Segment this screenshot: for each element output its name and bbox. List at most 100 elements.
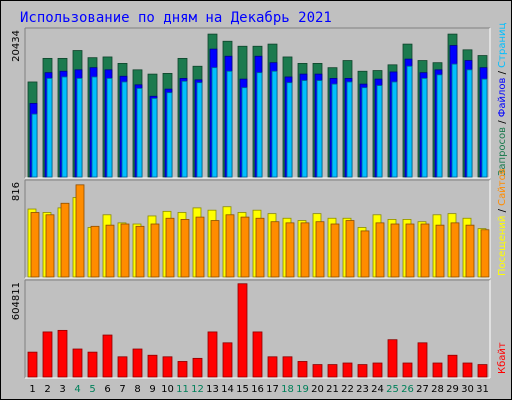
bar-kbytes-1-day-13: [207, 331, 218, 378]
x-tick-label: 3: [59, 384, 65, 395]
bar-visits-sites-2-day-23: [360, 230, 370, 278]
bar-hits-files-pages-3-day-16: [256, 72, 263, 178]
bar-hits-files-pages-3-day-23: [361, 87, 368, 178]
x-tick-label: 6: [104, 384, 110, 395]
x-tick-label: 9: [149, 384, 155, 395]
bar-kbytes-1-day-6: [102, 334, 113, 378]
panel-kbytes: 604811: [11, 279, 491, 379]
bar-kbytes-1-day-14: [222, 342, 233, 378]
side-legend-part: /: [497, 68, 508, 78]
x-tick-label: 5: [89, 384, 95, 395]
bar-visits-sites-2-day-29: [450, 222, 460, 278]
bar-hits-files-pages-3-day-12: [196, 82, 203, 178]
bar-kbytes-1-day-15: [237, 283, 248, 378]
bar-hits-files-pages-3-day-19: [301, 80, 308, 178]
panel-hits-files-pages: 20434: [11, 27, 491, 179]
bar-kbytes-1-day-26: [402, 362, 413, 378]
bar-visits-sites-2-day-26: [405, 223, 415, 278]
bar-visits-sites-2-day-27: [420, 223, 430, 278]
bar-hits-files-pages-3-day-7: [121, 81, 128, 178]
bar-visits-sites-2-day-20: [315, 221, 325, 278]
bar-kbytes-1-day-17: [267, 356, 278, 378]
bar-kbytes-1-day-3: [57, 329, 68, 378]
legend-visits-sites: Посещений / Сайтов: [497, 168, 508, 276]
x-tick-label: 26: [401, 384, 414, 395]
x-tick-label: 2: [44, 384, 50, 395]
bar-visits-sites-2-day-19: [300, 222, 310, 278]
x-tick-label: 23: [356, 384, 369, 395]
legend-kbytes: Кбайт: [497, 342, 508, 374]
bar-visits-sites-2-day-17: [270, 221, 280, 278]
bar-visits-sites-2-day-11: [180, 218, 190, 278]
bar-hits-files-pages-3-day-28: [436, 74, 443, 178]
bar-hits-files-pages-3-day-9: [151, 98, 158, 178]
bar-visits-sites-2-day-24: [375, 222, 385, 278]
x-tick-label: 16: [251, 384, 264, 395]
side-legend-part: Сайтов: [497, 168, 508, 206]
chart-title: Использование по дням на Декабрь 2021: [20, 10, 332, 26]
x-tick-label: 22: [341, 384, 354, 395]
bar-visits-sites-2-day-1: [30, 212, 40, 278]
ymax-label-visits-sites: 816: [11, 182, 22, 201]
x-tick-label: 4: [74, 384, 80, 395]
bar-visits-sites-2-day-3: [60, 202, 70, 278]
x-tick-label: 8: [134, 384, 140, 395]
bar-visits-sites-2-day-12: [195, 216, 205, 278]
bar-kbytes-1-day-21: [327, 364, 338, 378]
bar-visits-sites-2-day-5: [90, 225, 100, 278]
x-tick-label: 11: [176, 384, 189, 395]
bar-hits-files-pages-3-day-14: [226, 70, 233, 178]
bar-kbytes-1-day-12: [192, 357, 203, 378]
x-tick-label: 18: [281, 384, 294, 395]
legend-hits-files-pages: Запросов / Файлов / Страниц: [497, 23, 508, 176]
bar-kbytes-1-day-29: [447, 354, 458, 378]
side-legend-part: Кбайт: [497, 342, 508, 374]
x-tick-label: 7: [119, 384, 125, 395]
x-tick-label: 1: [29, 384, 35, 395]
side-legend-part: Запросов: [497, 127, 508, 176]
bar-kbytes-1-day-7: [117, 356, 128, 378]
x-tick-label: 25: [386, 384, 399, 395]
bar-kbytes-1-day-9: [147, 354, 158, 378]
bar-hits-files-pages-3-day-15: [241, 87, 248, 178]
bar-visits-sites-2-day-28: [435, 224, 445, 278]
side-legend-part: Страниц: [497, 23, 508, 68]
bar-visits-sites-2-day-31: [480, 229, 490, 278]
bar-hits-files-pages-3-day-13: [211, 67, 218, 178]
x-tick-label: 20: [311, 384, 324, 395]
bar-hits-files-pages-3-day-29: [451, 63, 458, 178]
x-tick-label: 17: [266, 384, 279, 395]
bar-hits-files-pages-3-day-21: [331, 83, 338, 178]
bar-kbytes-1-day-20: [312, 364, 323, 378]
bar-visits-sites-2-day-9: [150, 223, 160, 278]
bar-visits-sites-2-day-18: [285, 222, 295, 278]
bar-hits-files-pages-3-day-8: [136, 88, 143, 178]
bar-kbytes-1-day-2: [42, 331, 53, 378]
bar-hits-files-pages-3-day-10: [166, 92, 173, 178]
side-legend-part: /: [497, 117, 508, 127]
bar-kbytes-1-day-5: [87, 351, 98, 378]
x-tick-label: 28: [431, 384, 444, 395]
bar-hits-files-pages-3-day-5: [91, 76, 98, 178]
ymax-label-kbytes: 604811: [11, 282, 22, 320]
bar-visits-sites-2-day-10: [165, 217, 175, 278]
bar-visits-sites-2-day-7: [120, 223, 130, 278]
bar-visits-sites-2-day-4: [75, 184, 85, 278]
side-legend-part: /: [497, 206, 508, 216]
bar-hits-files-pages-3-day-6: [106, 78, 113, 178]
bar-visits-sites-2-day-16: [255, 217, 265, 278]
bar-hits-files-pages-3-day-20: [316, 80, 323, 178]
bar-visits-sites-2-day-21: [330, 223, 340, 278]
bar-kbytes-1-day-31: [477, 364, 488, 378]
bar-kbytes-1-day-10: [162, 356, 173, 378]
bar-kbytes-1-day-27: [417, 342, 428, 378]
x-tick-label: 10: [161, 384, 174, 395]
x-tick-label: 24: [371, 384, 384, 395]
bar-visits-sites-2-day-22: [345, 220, 355, 278]
bar-hits-files-pages-3-day-25: [391, 81, 398, 178]
bar-hits-files-pages-3-day-11: [181, 80, 188, 178]
x-tick-label: 29: [446, 384, 459, 395]
bar-kbytes-1-day-1: [27, 351, 38, 378]
bar-hits-files-pages-3-day-27: [421, 78, 428, 178]
